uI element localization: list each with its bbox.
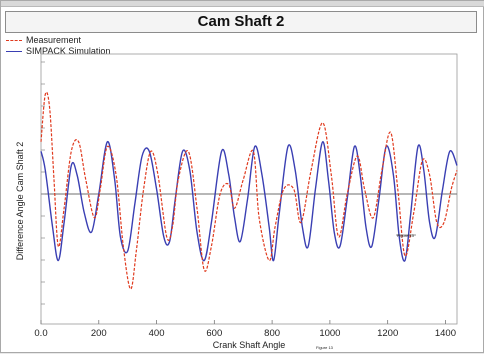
x-tick-label: 1400: [435, 328, 456, 339]
x-tick-label: 0.0: [34, 328, 47, 339]
plot-area-frame: [40, 53, 458, 325]
legend-label-measurement: Measurement: [26, 35, 82, 45]
legend-label-simulation: SIMPACK Simulation: [26, 46, 111, 56]
axes: 0.0 200 400 600 800 1000 1200 1400: [34, 53, 458, 339]
series-line-simulation: [40, 141, 458, 262]
window-top-strip: [1, 1, 484, 7]
annotation-figure-label: Figure 13: [397, 233, 415, 238]
axis-labels: Crank Shaft Angle Difference Angle Cam S…: [15, 142, 415, 350]
footer-figure-label: Figure 13: [316, 345, 334, 350]
x-tick-label: 400: [149, 328, 165, 339]
chart-title-bar: Cam Shaft 2: [5, 11, 477, 33]
x-tick-label: 200: [91, 328, 107, 339]
legend-item-simulation: SIMPACK Simulation: [6, 46, 110, 57]
series-lines: [40, 91, 458, 290]
x-tick-label: 800: [264, 328, 280, 339]
x-tick-label: 1200: [377, 328, 398, 339]
legend: Measurement SIMPACK Simulation: [6, 35, 110, 57]
y-axis-title: Difference Angle Cam Shaft 2: [15, 142, 25, 260]
chart-title: Cam Shaft 2: [197, 13, 285, 30]
legend-swatch-measurement: [6, 40, 22, 42]
series-line-measurement: [40, 91, 458, 290]
x-tick-label: 600: [206, 328, 222, 339]
legend-swatch-simulation: [6, 51, 22, 53]
legend-item-measurement: Measurement: [6, 35, 110, 46]
x-tick-label: 1000: [319, 328, 340, 339]
x-axis-title: Crank Shaft Angle: [213, 340, 286, 350]
